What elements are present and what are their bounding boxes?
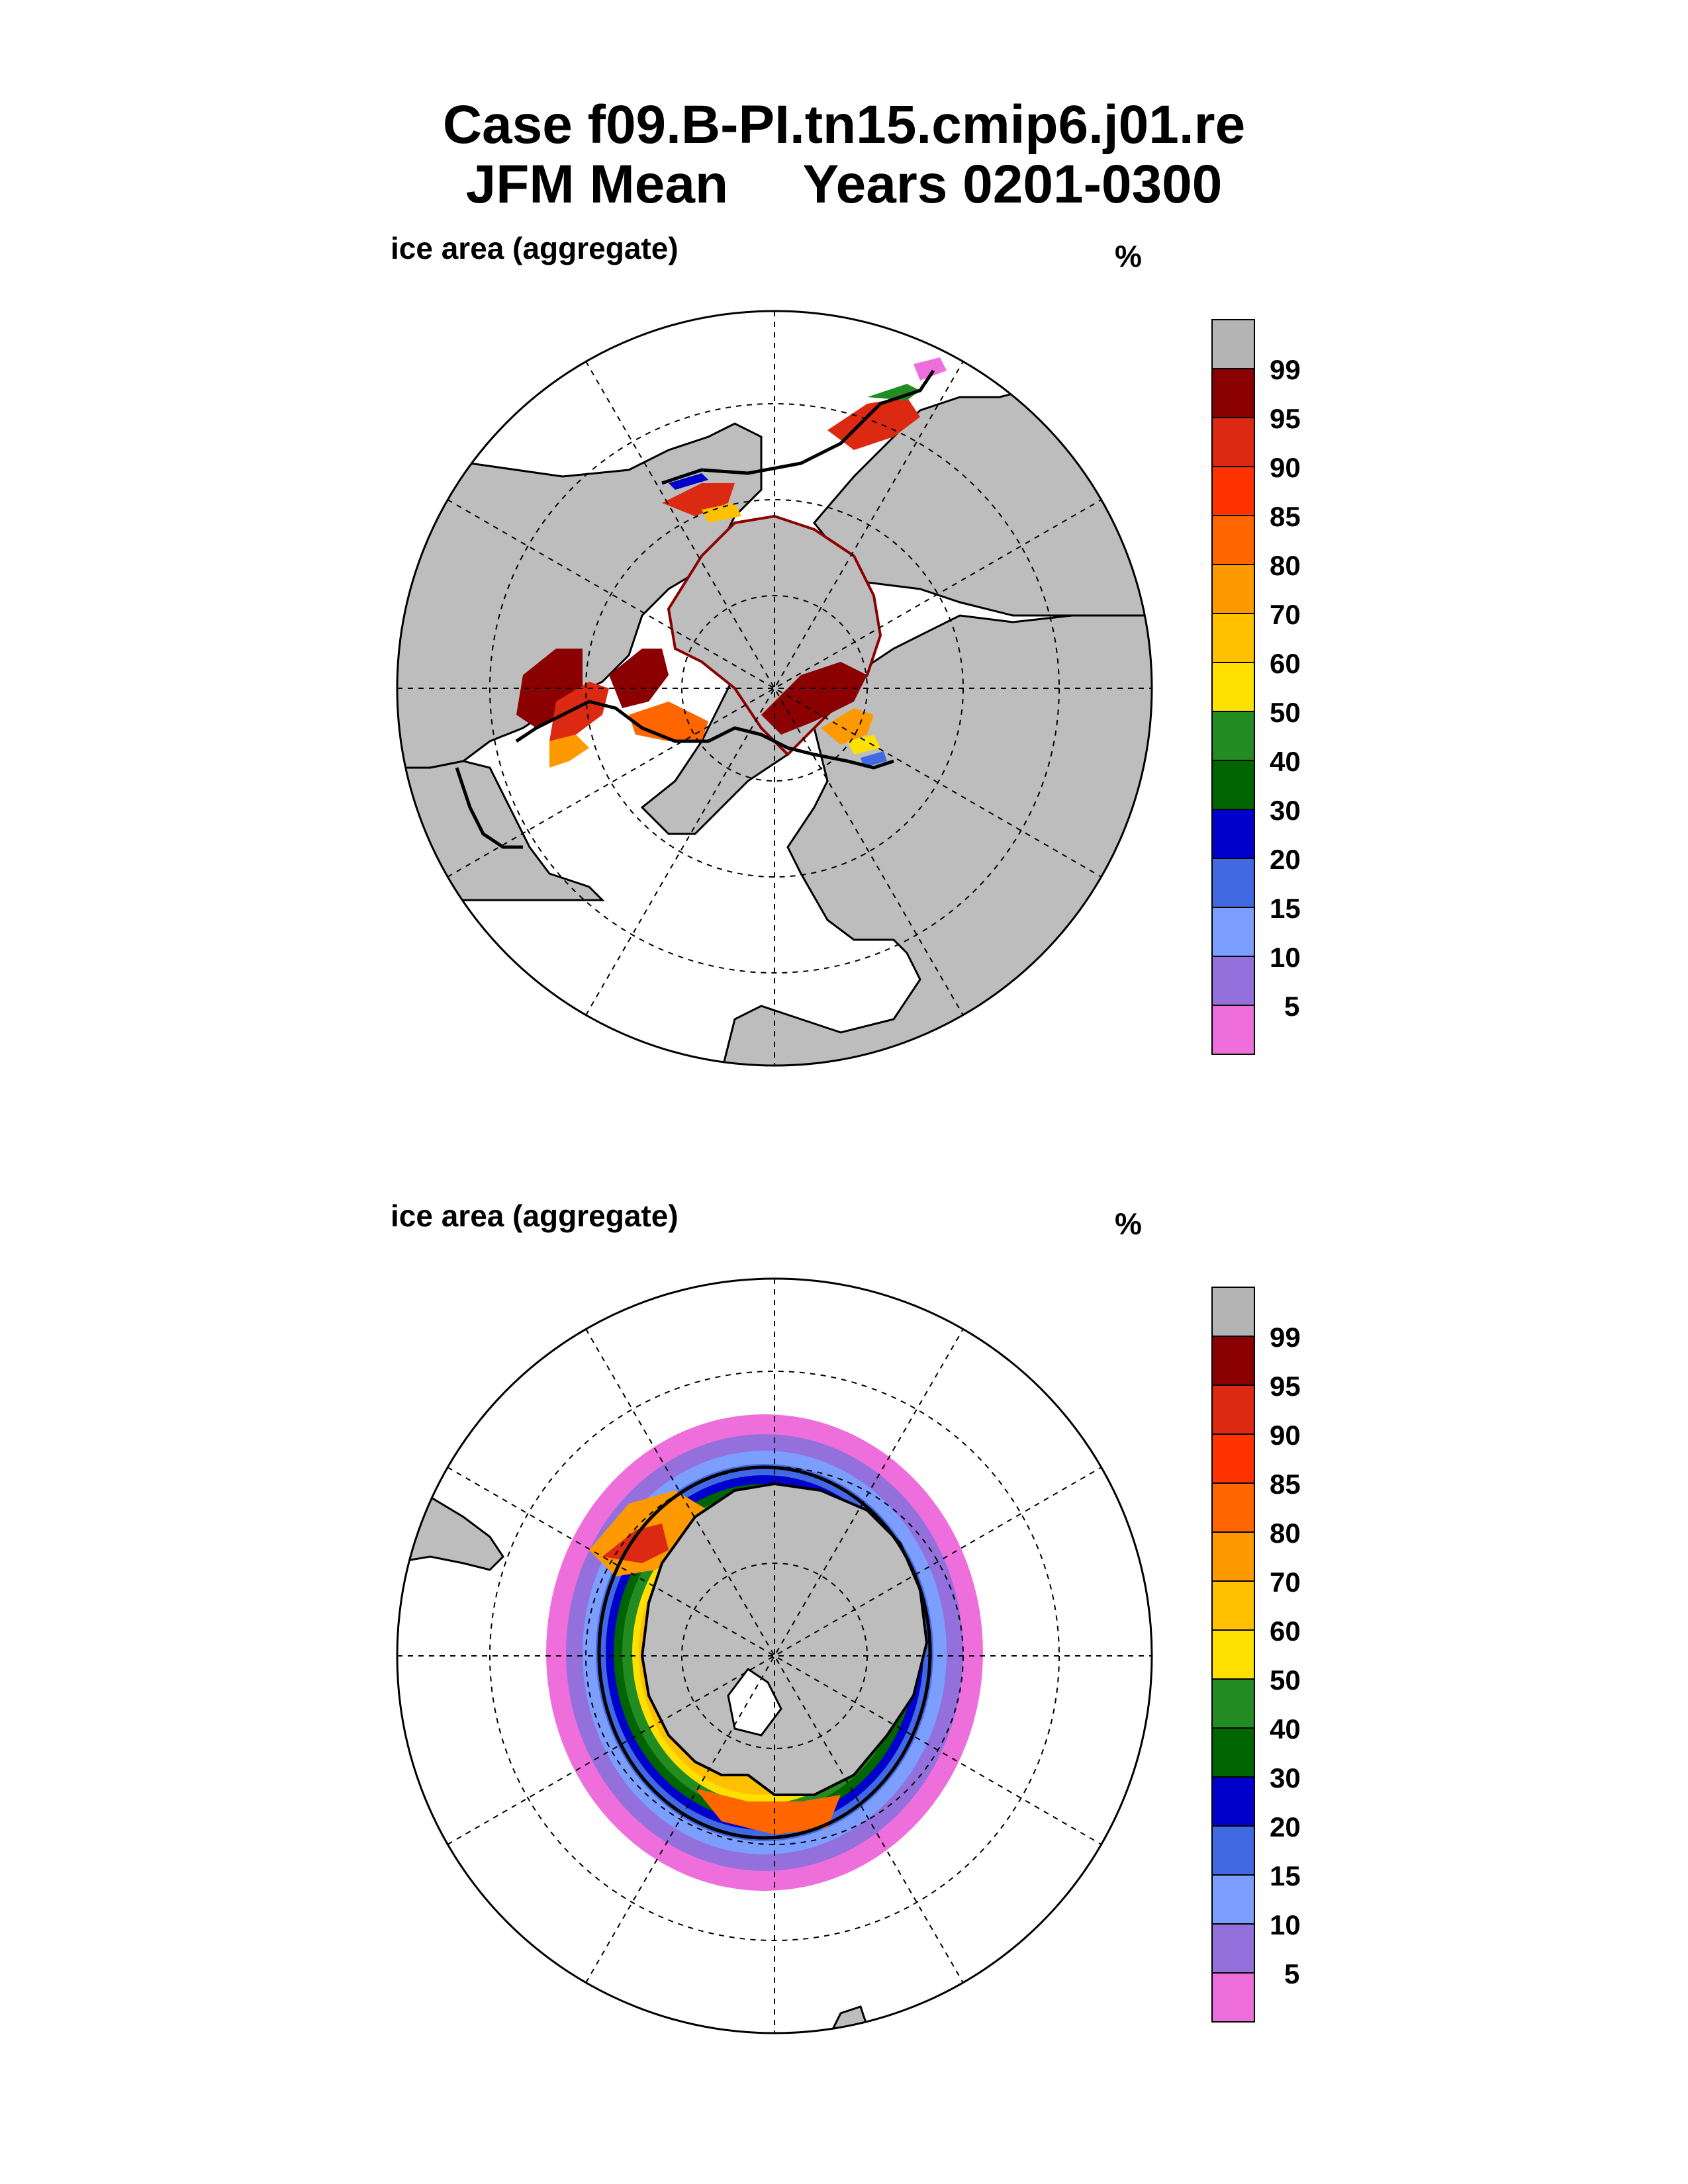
north-variable-label: ice area (aggregate) <box>391 231 679 265</box>
kara-ice-blue <box>861 751 887 768</box>
colorbar-swatch <box>1211 1005 1255 1055</box>
south-units-label: % <box>1115 1206 1142 1241</box>
colorbar-swatch <box>1211 1825 1255 1876</box>
north-graticule <box>397 311 1152 1066</box>
bering-ice-pink <box>914 357 947 381</box>
colorbar-tick-label: 99 <box>1270 1322 1301 1353</box>
south-ice-edge-contour <box>597 1465 932 1840</box>
north-ice-edge-contour <box>515 369 935 770</box>
colorbar-tick-label: 15 <box>1270 893 1301 924</box>
colorbar-tick-label: 15 <box>1270 1860 1301 1891</box>
colorbar-tick-label: 20 <box>1270 844 1301 875</box>
colorbar-swatch <box>1211 662 1255 712</box>
colorbar-swatch <box>1211 956 1255 1006</box>
colorbar-tick-label: 20 <box>1270 1811 1301 1843</box>
colorbar-tick-label: 95 <box>1270 1371 1301 1402</box>
colorbar-tick-label: 10 <box>1270 942 1301 973</box>
colorbar-swatch <box>1211 515 1255 565</box>
colorbar-tick-label: 60 <box>1270 648 1301 679</box>
bering-ice-red <box>827 397 920 450</box>
baffin-ice-red <box>549 682 609 741</box>
south-graticule <box>397 1279 1152 2033</box>
colorbar-tick-label: 5 <box>1284 991 1300 1022</box>
north-polar-map <box>396 310 1153 1067</box>
colorbar-tick-label: 85 <box>1270 1469 1301 1500</box>
meridian-120 <box>447 499 1102 878</box>
colorbar-swatch <box>1211 760 1255 810</box>
colorbar-swatch <box>1211 466 1255 516</box>
kara-ice-orange <box>821 708 874 745</box>
hudson-ice <box>609 649 669 708</box>
alaska-ice-edge <box>455 767 523 849</box>
colorbar-swatch <box>1211 613 1255 663</box>
north-units-label: % <box>1115 239 1142 273</box>
meridian-60 <box>447 499 1102 878</box>
colorbar-swatch <box>1211 1580 1255 1631</box>
colorbar-tick-label: 10 <box>1270 1909 1301 1940</box>
colorbar-swatch <box>1211 711 1255 761</box>
colorbar-tick-label: 80 <box>1270 550 1301 581</box>
colorbar-swatch <box>1211 1972 1255 2023</box>
meridian-30 <box>585 1328 964 1983</box>
colorbar-swatch <box>1211 1287 1255 1337</box>
colorbar-swatch <box>1211 368 1255 418</box>
colorbar-tick-label: 80 <box>1270 1518 1301 1549</box>
south-map-border <box>396 1277 1153 2034</box>
okhotsk-ice-red <box>662 483 735 516</box>
colorbar-tick-label: 70 <box>1270 599 1301 630</box>
colorbar-swatch <box>1211 809 1255 859</box>
colorbar-swatch <box>1211 564 1255 614</box>
colorbar-swatch <box>1211 1482 1255 1533</box>
colorbar-swatch <box>1211 1923 1255 1974</box>
kara-ice-red <box>761 662 867 735</box>
colorbar-swatch <box>1211 417 1255 467</box>
ross-ice-orange <box>695 1788 841 1835</box>
south-variable-label: ice area (aggregate) <box>391 1199 679 1233</box>
colorbar-swatch <box>1211 1678 1255 1729</box>
colorbar-tick-label: 40 <box>1270 1713 1301 1745</box>
alaska-land <box>397 760 605 901</box>
colorbar-tick-label: 60 <box>1270 1615 1301 1647</box>
colorbar-swatch <box>1211 1727 1255 1778</box>
okhotsk-ice-yellow <box>702 503 741 523</box>
colorbar-tick-label: 5 <box>1284 1958 1300 1989</box>
south-polar-map <box>396 1277 1153 2034</box>
colorbar-swatch <box>1211 1385 1255 1435</box>
colorbar-swatch <box>1211 1776 1255 1827</box>
colorbar-swatch <box>1211 319 1255 369</box>
colorbar-tick-label: 40 <box>1270 746 1301 777</box>
meridian-120 <box>447 1467 1102 1845</box>
meridian-150 <box>585 361 964 1016</box>
title-line-1: Case f09.B-PI.tn15.cmip6.j01.re <box>442 95 1246 155</box>
colorbar-tick-label: 30 <box>1270 795 1301 826</box>
baffin-ice-orange <box>549 735 589 768</box>
colorbar-swatch <box>1211 1874 1255 1925</box>
colorbar-tick-label: 50 <box>1270 697 1301 728</box>
colorbar-tick-label: 70 <box>1270 1567 1301 1598</box>
colorbar-tick-label: 50 <box>1270 1664 1301 1696</box>
okhotsk-ice-blue <box>669 473 708 490</box>
north-map-border <box>396 310 1153 1067</box>
meridian-60 <box>447 1467 1102 1845</box>
meridian-30 <box>585 361 964 1016</box>
colorbar-swatch <box>1211 858 1255 908</box>
colorbar-tick-label: 85 <box>1270 501 1301 532</box>
kara-ice-yellow <box>847 735 880 754</box>
colorbar-tick-label: 99 <box>1270 354 1301 385</box>
colorbar-swatch <box>1211 1433 1255 1484</box>
colorbar-swatch <box>1211 1629 1255 1680</box>
weddell-ice-red <box>602 1524 669 1563</box>
colorbar-swatch <box>1211 907 1255 957</box>
title-line-2: JFM Mean Years 0201-0300 <box>465 154 1223 214</box>
colorbar-tick-label: 30 <box>1270 1762 1301 1794</box>
colorbar-tick-label: 90 <box>1270 1420 1301 1451</box>
colorbar-swatch <box>1211 1531 1255 1582</box>
colorbar-tick-label: 90 <box>1270 452 1301 483</box>
colorbar-tick-label: 95 <box>1270 403 1301 434</box>
ross-ice-shelf <box>727 1667 782 1737</box>
meridian-150 <box>585 1328 964 1983</box>
colorbar-swatch <box>1211 1336 1255 1386</box>
